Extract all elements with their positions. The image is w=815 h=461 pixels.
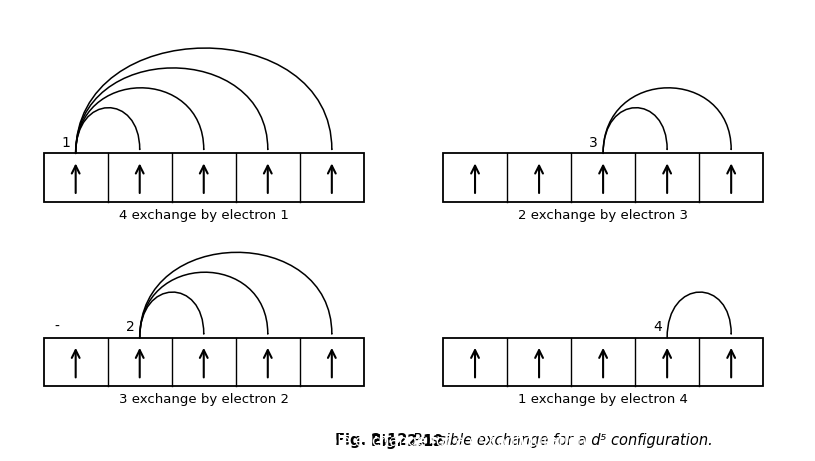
Bar <box>443 338 763 386</box>
Text: 1: 1 <box>62 136 71 149</box>
Text: 1 exchange by electron 4: 1 exchange by electron 4 <box>518 393 688 406</box>
FancyArrowPatch shape <box>76 48 332 154</box>
FancyArrowPatch shape <box>76 88 204 154</box>
Text: -: - <box>54 320 59 334</box>
Text: Fig. 2.12: Fig. 2.12 <box>372 434 443 449</box>
FancyArrowPatch shape <box>139 252 332 338</box>
Bar <box>44 154 363 201</box>
Text: 3 exchange by electron 2: 3 exchange by electron 2 <box>119 393 289 406</box>
Text: 2 exchange by electron 3: 2 exchange by electron 3 <box>518 209 688 222</box>
FancyArrowPatch shape <box>139 272 268 338</box>
Bar <box>443 154 763 201</box>
FancyArrowPatch shape <box>76 108 140 154</box>
Text: Fig. 2.12: Fig. 2.12 <box>335 433 408 448</box>
FancyArrowPatch shape <box>139 292 204 338</box>
FancyArrowPatch shape <box>603 108 667 154</box>
Text: 4: 4 <box>654 320 662 334</box>
FancyArrowPatch shape <box>76 68 268 154</box>
Text: 4 exchange by electron 1: 4 exchange by electron 1 <box>119 209 289 222</box>
FancyArrowPatch shape <box>603 88 731 154</box>
Text: Possible exchange for a d⁵ configuration.: Possible exchange for a d⁵ configuration… <box>408 433 712 448</box>
Text: 3: 3 <box>589 136 598 149</box>
Text: Fig. 2.12 Possible exchange for a d⁵ configuration.: Fig. 2.12 Possible exchange for a d⁵ con… <box>224 434 591 449</box>
Text: 2: 2 <box>126 320 134 334</box>
FancyArrowPatch shape <box>667 292 731 338</box>
Bar <box>44 338 363 386</box>
